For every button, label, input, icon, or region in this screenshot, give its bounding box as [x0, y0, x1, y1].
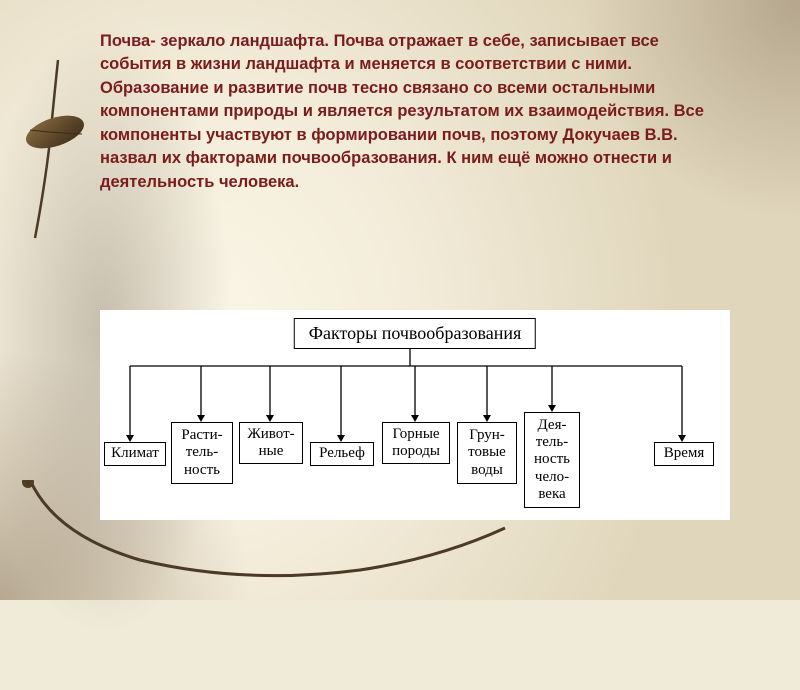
factor-label: Горныепороды [392, 426, 440, 461]
factor-label: Грун-товыеводы [468, 427, 506, 479]
factor-label: Время [664, 445, 705, 462]
factor-label: Расти-тель-ность [181, 427, 222, 479]
factor-box: Горныепороды [382, 422, 450, 464]
paragraph-text: Почва- зеркало ландшафта. Почва отражает… [100, 30, 710, 194]
paragraph-rest: зеркало ландшафта. Почва отражает в себе… [100, 32, 704, 191]
factor-box: Рельеф [310, 442, 374, 466]
factor-box: Грун-товыеводы [457, 422, 517, 484]
factor-box: Время [654, 442, 714, 466]
factor-label: Дея-тель-ностьчело-века [534, 417, 570, 503]
factor-box: Дея-тель-ностьчело-века [524, 412, 580, 508]
factor-box: Климат [104, 442, 166, 466]
leaf-twig-top [0, 60, 110, 260]
factors-diagram: Факторы почвообразования Климат Расти-тел… [100, 310, 730, 520]
factor-box: Расти-тель-ность [171, 422, 233, 484]
diagram-title: Факторы почвообразования [294, 318, 536, 349]
factor-label: Рельеф [319, 445, 365, 462]
term: Почва- [100, 32, 156, 50]
factor-box: Живот-ные [239, 422, 303, 464]
factor-label: Климат [111, 445, 159, 462]
factor-label: Живот-ные [247, 426, 294, 461]
